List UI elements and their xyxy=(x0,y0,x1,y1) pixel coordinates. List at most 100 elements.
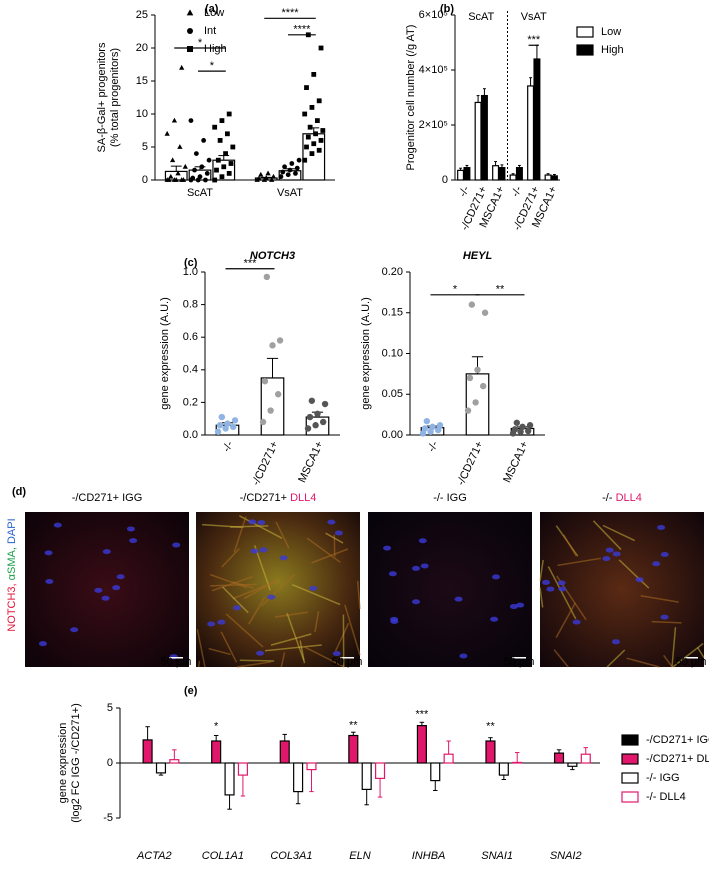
point xyxy=(278,174,284,180)
significance: **** xyxy=(293,24,311,36)
bar xyxy=(553,752,565,764)
significance: * xyxy=(214,721,219,733)
x-tick-label: -/CD271+ xyxy=(455,439,486,487)
point xyxy=(294,165,300,171)
point xyxy=(173,177,179,182)
cell-fiber xyxy=(626,657,660,668)
point xyxy=(193,151,199,157)
scale-bar xyxy=(340,657,354,659)
bar xyxy=(509,174,517,181)
point xyxy=(215,157,221,163)
nucleus xyxy=(279,555,288,561)
point xyxy=(280,169,286,175)
legend-swatch xyxy=(621,753,639,765)
y-tick-label: 2×10⁵ xyxy=(419,119,448,131)
point xyxy=(212,177,218,183)
point xyxy=(311,141,317,147)
point xyxy=(188,118,194,123)
point xyxy=(309,151,315,156)
nucleus xyxy=(411,565,420,571)
cell-fiber xyxy=(557,557,601,567)
image-title-part: -/CD271+ IGG xyxy=(72,492,143,504)
y-axis-label: gene expression xyxy=(57,723,69,804)
point xyxy=(304,85,309,90)
point xyxy=(216,422,224,429)
side-label: NOTCH3, αSMA, DAPI xyxy=(6,518,18,631)
bar xyxy=(550,175,558,181)
nucleus xyxy=(605,547,614,553)
cell-fiber xyxy=(553,649,569,668)
cell-fiber xyxy=(233,516,247,553)
point xyxy=(175,170,181,176)
point xyxy=(289,161,295,166)
point xyxy=(296,157,302,163)
point xyxy=(192,167,197,173)
point xyxy=(182,163,188,169)
y-axis-label: Progenitor cell number (/g AT) xyxy=(405,25,417,171)
point xyxy=(190,175,196,181)
y-tick-label: 0.10 xyxy=(382,347,403,359)
y-tick-label: 0.8 xyxy=(183,299,198,311)
point xyxy=(256,175,262,181)
cell-fiber xyxy=(640,595,679,603)
point xyxy=(224,131,230,137)
point xyxy=(259,418,267,426)
point xyxy=(282,164,287,170)
cell-fiber xyxy=(264,644,322,652)
cell-fiber xyxy=(672,642,704,668)
nucleus xyxy=(327,519,336,525)
point xyxy=(229,423,237,431)
point xyxy=(316,147,322,153)
group-label: ScAT xyxy=(468,11,494,23)
point xyxy=(267,407,274,414)
point xyxy=(316,98,322,104)
y-tick-label: 0 xyxy=(107,757,113,769)
cell-fiber xyxy=(663,654,673,668)
bar xyxy=(580,753,591,764)
point xyxy=(226,111,232,117)
nucleus xyxy=(542,579,551,585)
point xyxy=(285,172,291,178)
image-title-part: -/CD271+ xyxy=(240,492,290,504)
nucleus xyxy=(116,574,125,580)
y-tick-label: 15 xyxy=(136,75,148,87)
scale-bar-label: 50 μm xyxy=(504,656,535,668)
nucleus xyxy=(418,538,427,544)
micrograph xyxy=(540,512,704,667)
nucleus xyxy=(112,585,121,591)
cell-fiber xyxy=(239,515,283,539)
point xyxy=(302,157,308,163)
point xyxy=(217,138,223,143)
point xyxy=(164,130,170,136)
point xyxy=(305,134,311,140)
y-tick-label: 0 xyxy=(442,174,448,186)
x-tick-label: ELN xyxy=(349,850,370,862)
point xyxy=(231,417,239,424)
y-axis-label: SA-β-Gal+ progenitors xyxy=(96,42,108,152)
x-tick-label: -/- xyxy=(426,439,441,454)
y-tick-label: 0.15 xyxy=(382,307,403,319)
nucleus xyxy=(657,525,666,531)
point xyxy=(293,171,298,176)
point xyxy=(312,422,319,429)
legend-label: -/- DLL4 xyxy=(646,791,686,803)
x-tick-label: COL1A1 xyxy=(202,850,244,862)
bar xyxy=(544,174,552,181)
point xyxy=(318,138,324,143)
significance: ** xyxy=(496,284,505,296)
cell-fiber xyxy=(225,613,264,648)
point xyxy=(212,124,218,130)
bar xyxy=(485,740,496,764)
image-title-part: DLL4 xyxy=(290,492,316,504)
nucleus xyxy=(611,639,620,645)
y-axis-label: gene expression (A.U.) xyxy=(360,297,372,410)
significance: *** xyxy=(244,258,258,270)
legend-label: -/CD271+ IGG xyxy=(646,734,709,746)
bar xyxy=(348,734,359,764)
cell-fiber xyxy=(197,660,201,668)
point xyxy=(526,422,534,429)
y-tick-label: 5 xyxy=(107,702,113,714)
y-axis-label: (log2 FC IGG -/CD271+) xyxy=(70,703,82,823)
point xyxy=(321,400,329,408)
image-title-part: DLL4 xyxy=(616,492,642,504)
